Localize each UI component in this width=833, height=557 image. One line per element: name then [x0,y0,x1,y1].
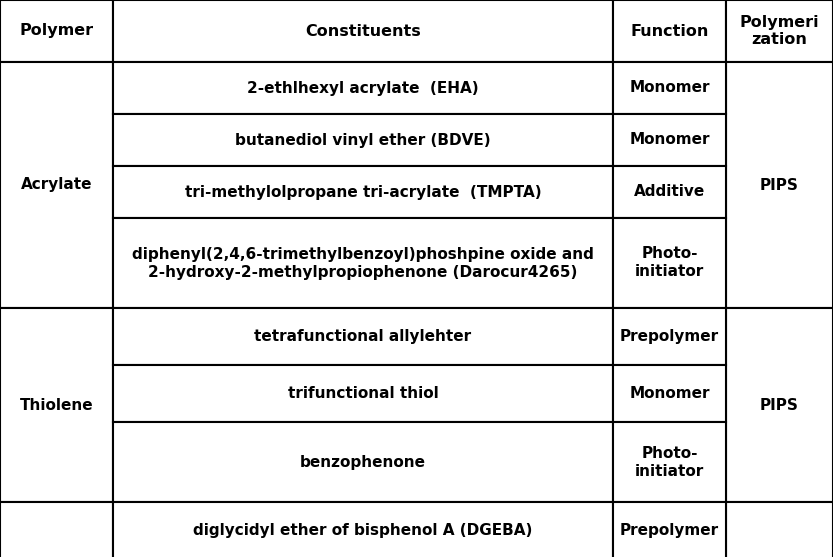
Bar [613,218,726,308]
Bar [113,422,613,502]
Bar [726,502,833,557]
Text: Photo-
initiator: Photo- initiator [635,247,704,280]
Text: benzophenone: benzophenone [300,455,426,470]
Bar [613,166,726,218]
Text: diphenyl(2,4,6-trimethylbenzoyl)phoshpine oxide and
2-hydroxy-2-methylpropiophen: diphenyl(2,4,6-trimethylbenzoyl)phoshpin… [132,247,594,280]
Text: Monomer: Monomer [629,386,710,401]
Bar [0,502,113,557]
Bar [613,422,726,502]
Text: Constituents: Constituents [305,23,421,38]
Bar [0,62,113,308]
Bar [113,62,613,114]
Bar [0,0,113,62]
Bar [113,166,613,218]
Bar [113,502,613,557]
Text: trifunctional thiol: trifunctional thiol [287,386,438,401]
Bar [113,365,613,422]
Bar [726,308,833,502]
Text: Function: Function [631,23,709,38]
Text: butanediol vinyl ether (BDVE): butanediol vinyl ether (BDVE) [235,133,491,148]
Text: tri-methylolpropane tri-acrylate  (TMPTA): tri-methylolpropane tri-acrylate (TMPTA) [185,184,541,199]
Text: Additive: Additive [634,184,705,199]
Text: PIPS: PIPS [760,178,799,193]
Bar [613,502,726,557]
Text: Polymeri
zation: Polymeri zation [740,14,820,47]
Bar [113,308,613,365]
Text: Prepolymer: Prepolymer [620,523,719,538]
Bar [726,0,833,62]
Bar [613,0,726,62]
Text: PIPS: PIPS [760,398,799,413]
Bar [113,114,613,166]
Bar [613,308,726,365]
Bar [0,308,113,502]
Bar [613,365,726,422]
Bar [113,0,613,62]
Bar [613,114,726,166]
Text: Polymer: Polymer [19,23,93,38]
Text: Prepolymer: Prepolymer [620,329,719,344]
Bar [613,62,726,114]
Text: Thiolene: Thiolene [20,398,93,413]
Text: Photo-
initiator: Photo- initiator [635,446,704,478]
Bar [726,62,833,308]
Text: tetrafunctional allylehter: tetrafunctional allylehter [254,329,471,344]
Text: Acrylate: Acrylate [21,178,92,193]
Text: 2-ethlhexyl acrylate  (EHA): 2-ethlhexyl acrylate (EHA) [247,81,479,95]
Bar [113,218,613,308]
Text: Monomer: Monomer [629,133,710,148]
Text: diglycidyl ether of bisphenol A (DGEBA): diglycidyl ether of bisphenol A (DGEBA) [193,523,532,538]
Text: Monomer: Monomer [629,81,710,95]
